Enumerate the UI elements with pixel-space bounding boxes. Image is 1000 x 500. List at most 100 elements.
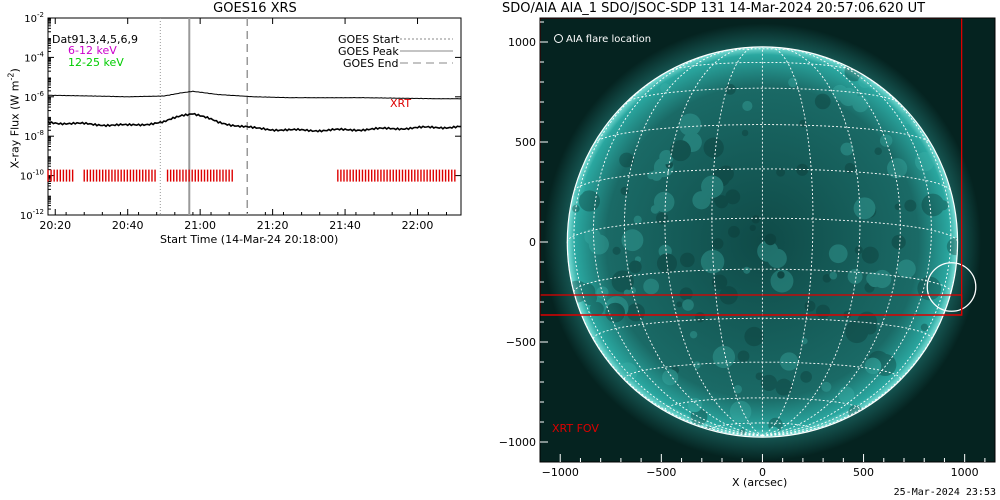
- disk-feature: [733, 385, 743, 394]
- goes-x-tick-label: 20:20: [39, 219, 71, 232]
- circle-icon: [554, 34, 563, 43]
- disk-feature: [853, 197, 876, 220]
- disk-feature: [583, 291, 597, 306]
- disk-feature: [694, 311, 706, 323]
- goes-legend-peak: GOES Peak: [338, 45, 399, 58]
- disk-feature: [887, 158, 908, 179]
- goes-x-tick-label: 21:20: [257, 219, 289, 232]
- aia-flare-legend-label: AIA flare location: [566, 34, 652, 45]
- sdo-y-tick-label: −500: [506, 336, 536, 349]
- sdo-y-tick-label: 0: [529, 236, 536, 249]
- disk-feature: [760, 374, 778, 391]
- disk-feature: [621, 229, 644, 252]
- disk-feature: [643, 278, 659, 295]
- disk-feature: [921, 193, 945, 217]
- disk-feature: [796, 163, 809, 176]
- goes-series-line: [47, 90, 462, 100]
- disk-feature: [755, 372, 764, 381]
- disk-feature: [715, 195, 729, 209]
- disk-feature: [572, 204, 580, 213]
- disk-feature: [770, 269, 794, 293]
- disk-feature: [679, 252, 695, 268]
- disk-feature: [744, 326, 764, 347]
- disk-feature: [879, 134, 893, 147]
- disk-feature: [867, 272, 882, 288]
- disk-feature: [775, 378, 793, 396]
- longitude-line: [711, 46, 763, 437]
- disk-feature: [852, 96, 869, 113]
- disk-feature: [839, 87, 858, 107]
- disk-feature: [767, 248, 787, 269]
- disk-feature: [737, 350, 750, 363]
- disk-feature: [626, 303, 645, 322]
- disk-feature: [711, 168, 731, 187]
- disk-feature: [612, 246, 621, 255]
- disk-feature: [658, 244, 672, 258]
- sdo-x-tick-label: −500: [646, 466, 676, 479]
- longitude-line: [762, 46, 814, 437]
- goes-y-tick-exponent: -4: [37, 50, 45, 58]
- goes-y-tick-label: 10-4: [24, 50, 44, 64]
- disk-feature: [656, 253, 678, 274]
- sdo-y-tick-label: 1000: [508, 36, 536, 49]
- solar-limb: [566, 46, 959, 438]
- xrt-coverage-label: XRT: [390, 97, 412, 110]
- latitude-line: [573, 268, 952, 293]
- longitude-line: [762, 51, 932, 437]
- disk-feature: [866, 272, 879, 285]
- generation-timestamp: 25-Mar-2024 23:53: [893, 487, 996, 498]
- disk-feature: [728, 225, 740, 238]
- disk-feature: [801, 337, 808, 345]
- goes-y-tick-exponent: -6: [37, 90, 45, 98]
- goes-y-tick-exponent: -8: [37, 129, 44, 137]
- disk-feature: [713, 196, 722, 204]
- sdo-x-tick-label: 1000: [951, 466, 979, 479]
- goes-y-tick-label: 10-10: [20, 169, 44, 183]
- latitude-line: [668, 61, 857, 72]
- disk-feature: [804, 300, 816, 312]
- disk-feature: [867, 350, 890, 373]
- disk-feature: [904, 199, 917, 212]
- disk-feature: [914, 151, 935, 172]
- disk-feature: [821, 381, 832, 392]
- disk-feature: [777, 271, 785, 279]
- disk-feature: [628, 260, 642, 274]
- disk-feature: [779, 352, 799, 371]
- disk-feature: [588, 234, 609, 255]
- disk-feature: [788, 77, 798, 88]
- disk-feature: [611, 270, 634, 293]
- goes-y-axis-label: X-ray Flux (W m-2): [6, 68, 22, 169]
- disk-feature: [814, 93, 831, 110]
- latitude-line: [664, 397, 861, 410]
- disk-feature: [768, 417, 783, 433]
- disk-feature: [671, 366, 680, 374]
- disk-feature: [897, 259, 916, 279]
- disk-feature: [647, 171, 656, 180]
- xrt-fov-label: XRT FOV: [552, 422, 599, 435]
- longitude-line: [762, 66, 952, 437]
- disk-feature: [682, 299, 694, 311]
- disk-feature: [724, 83, 736, 95]
- disk-feature: [742, 100, 753, 112]
- goes-x-axis-label: Start Time (14-Mar-24 20:18:00): [160, 233, 339, 246]
- disk-feature: [861, 246, 879, 264]
- sdo-x-tick-label: −1000: [542, 466, 579, 479]
- disk-feature: [864, 357, 882, 375]
- goes-legend-channel-list: Dat91,3,4,5,6,9: [52, 33, 138, 46]
- disk-feature: [712, 238, 724, 250]
- disk-feature: [633, 215, 642, 224]
- disk-feature: [822, 274, 832, 283]
- disk-feature: [693, 361, 701, 369]
- disk-feature: [828, 244, 848, 264]
- disk-feature: [764, 233, 777, 246]
- xrt-strip-box: [540, 294, 963, 316]
- disk-feature: [623, 289, 631, 296]
- disk-feature: [717, 165, 734, 182]
- longitude-line: [573, 66, 763, 437]
- latitude-line: [566, 217, 959, 243]
- sdo-chart-title: SDO/AIA AIA_1 SDO/JSOC-SDP 131 14-Mar-20…: [502, 1, 926, 16]
- disk-feature: [938, 200, 949, 211]
- disk-feature: [676, 301, 683, 308]
- disk-feature: [891, 234, 906, 250]
- disk-feature: [619, 152, 635, 168]
